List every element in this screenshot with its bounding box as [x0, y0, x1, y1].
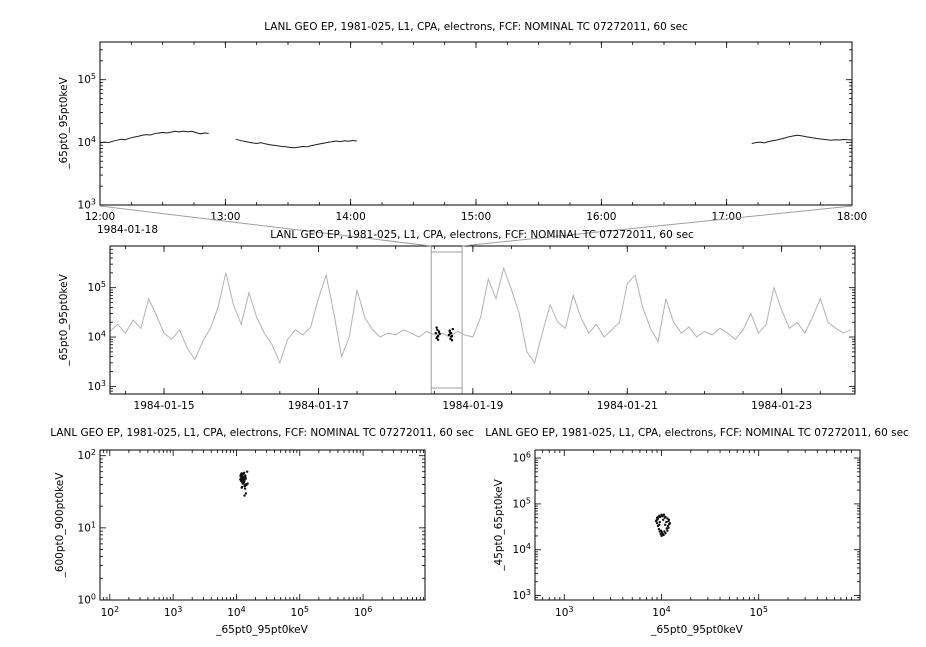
data-line-segments [99, 130, 853, 149]
x-axis-label-scatter-right: _65pt0_95pt0keV [651, 624, 743, 636]
zoom-selection-box[interactable] [430, 245, 463, 395]
chart-title-scatter-left: LANL GEO EP, 1981-025, L1, CPA, electron… [50, 427, 474, 439]
y-axis-label-scatter-right: _45pt0_65pt0keV [493, 479, 505, 571]
chart-title-top: LANL GEO EP, 1981-025, L1, CPA, electron… [264, 21, 688, 33]
chart-scatter_45_65: 103 104 105 103 104 105 106 [513, 449, 861, 619]
log-tick-label: 102 [78, 448, 96, 462]
y-axis-ticks [535, 457, 860, 601]
x-tick-label: 1984-01-19 [442, 400, 503, 412]
log-tick-label: 105 [78, 72, 96, 86]
log-tick-label: 103 [78, 198, 96, 212]
log-tick-label: 105 [750, 605, 768, 619]
log-tick-label: 105 [291, 605, 309, 619]
log-tick-label: 102 [101, 605, 119, 619]
y-axis-ticks [100, 455, 425, 601]
log-tick-label: 104 [78, 135, 96, 149]
log-tick-label: 106 [513, 451, 531, 465]
chart-title-scatter-right: LANL GEO EP, 1981-025, L1, CPA, electron… [485, 427, 909, 439]
log-tick-label: 105 [513, 496, 531, 510]
chart-overview_timeseries: 1984-01-15 1984-01-17 1984-01-19 1984-01-21… [88, 245, 856, 412]
log-tick-label: 101 [78, 520, 96, 534]
x-axis-ticks [99, 450, 424, 600]
x-tick-label: 14:00 [336, 211, 366, 223]
log-tick-label: 103 [164, 605, 182, 619]
y-axis-ticks [100, 41, 852, 206]
y-axis-ticks [110, 245, 855, 395]
chart-scatter_600_900: 102 103 104 105 106 100 101 102 [78, 448, 426, 619]
overview-data-line [109, 266, 852, 365]
plot-frame-overview_timeseries[interactable] [109, 245, 856, 395]
scatter-points [239, 470, 249, 497]
plot-frame-scatter_600_900[interactable] [99, 449, 426, 601]
tick-labels: 12:00 13:00 14:00 15:00 16:00 17:00 18:0010310… [78, 72, 868, 223]
log-tick-label: 100 [78, 593, 96, 607]
scatter-points [654, 513, 672, 538]
log-tick-label: 104 [88, 330, 106, 344]
x-tick-label: 12:00 [85, 211, 115, 223]
y-axis-label-top: _65pt0_95pt0keV [58, 77, 70, 169]
x-axis-date-label: 1984-01-18 [97, 224, 159, 236]
chart-title-overview: LANL GEO EP, 1981-025, L1, CPA, electron… [270, 229, 694, 241]
y-axis-label-scatter-left: _600pt0_900pt0keV [54, 472, 66, 578]
x-tick-label: 17:00 [712, 211, 742, 223]
log-tick-label: 106 [354, 605, 372, 619]
log-tick-label: 104 [652, 605, 670, 619]
x-tick-label: 18:00 [837, 211, 867, 223]
tick-labels: 102 103 104 105 106 100 101 102 [78, 448, 373, 619]
tick-labels: 103 104 105 103 104 105 106 [513, 451, 768, 619]
log-tick-label: 104 [227, 605, 245, 619]
log-tick-label: 103 [88, 379, 106, 393]
x-tick-label: 1984-01-15 [134, 400, 195, 412]
log-tick-label: 105 [88, 280, 106, 294]
plot-frame-top_timeseries[interactable] [99, 41, 853, 206]
chart-top_timeseries: 12:00 13:00 14:00 15:00 16:00 17:00 18:0010310… [78, 41, 868, 223]
x-axis-ticks [99, 42, 853, 205]
y-axis-label-overview: _65pt0_95pt0keV [58, 274, 70, 366]
selected-points [434, 326, 454, 342]
x-tick-label: 1984-01-23 [751, 400, 812, 412]
x-axis-label-scatter-left: _65pt0_95pt0keV [216, 624, 308, 636]
log-tick-label: 103 [513, 588, 531, 602]
log-tick-label: 103 [555, 605, 573, 619]
tick-labels: 1984-01-15 1984-01-17 1984-01-19 1984-01-21… [88, 280, 813, 412]
x-tick-label: 16:00 [586, 211, 616, 223]
x-tick-label: 1984-01-21 [597, 400, 658, 412]
zoom-connector-lines [99, 205, 853, 247]
x-tick-label: 15:00 [461, 211, 491, 223]
plot-frame-scatter_45_65[interactable] [534, 449, 861, 601]
log-tick-label: 104 [513, 542, 531, 556]
x-tick-label: 1984-01-17 [288, 400, 349, 412]
x-axis-ticks [125, 246, 821, 394]
x-axis-ticks [534, 450, 852, 600]
